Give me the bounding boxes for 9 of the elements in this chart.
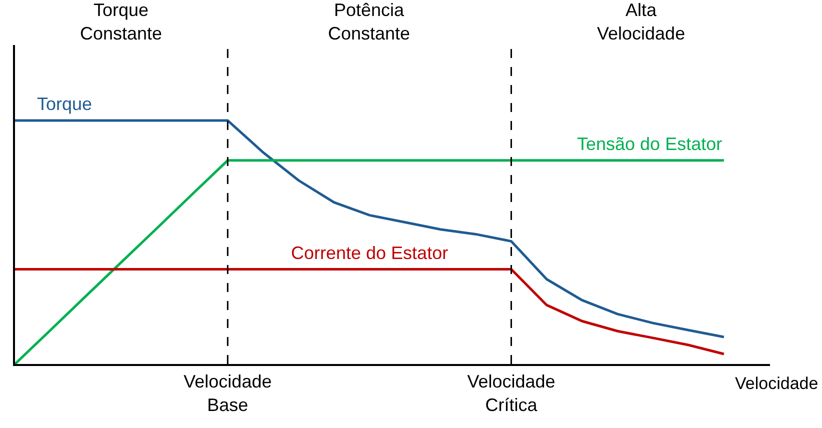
series-label: Torque bbox=[37, 94, 92, 114]
series-label: Tensão do Estator bbox=[577, 134, 722, 154]
x-axis-title: Velocidade bbox=[735, 374, 818, 393]
text: Potência Constante bbox=[328, 0, 410, 44]
x-tick-label: Velocidade Base bbox=[184, 371, 272, 415]
x-tick-label: Velocidade Crítica bbox=[467, 371, 556, 415]
text: Torque Constante bbox=[80, 0, 162, 44]
text: Alta Velocidade bbox=[597, 0, 686, 44]
series-label: Corrente do Estator bbox=[291, 243, 448, 263]
